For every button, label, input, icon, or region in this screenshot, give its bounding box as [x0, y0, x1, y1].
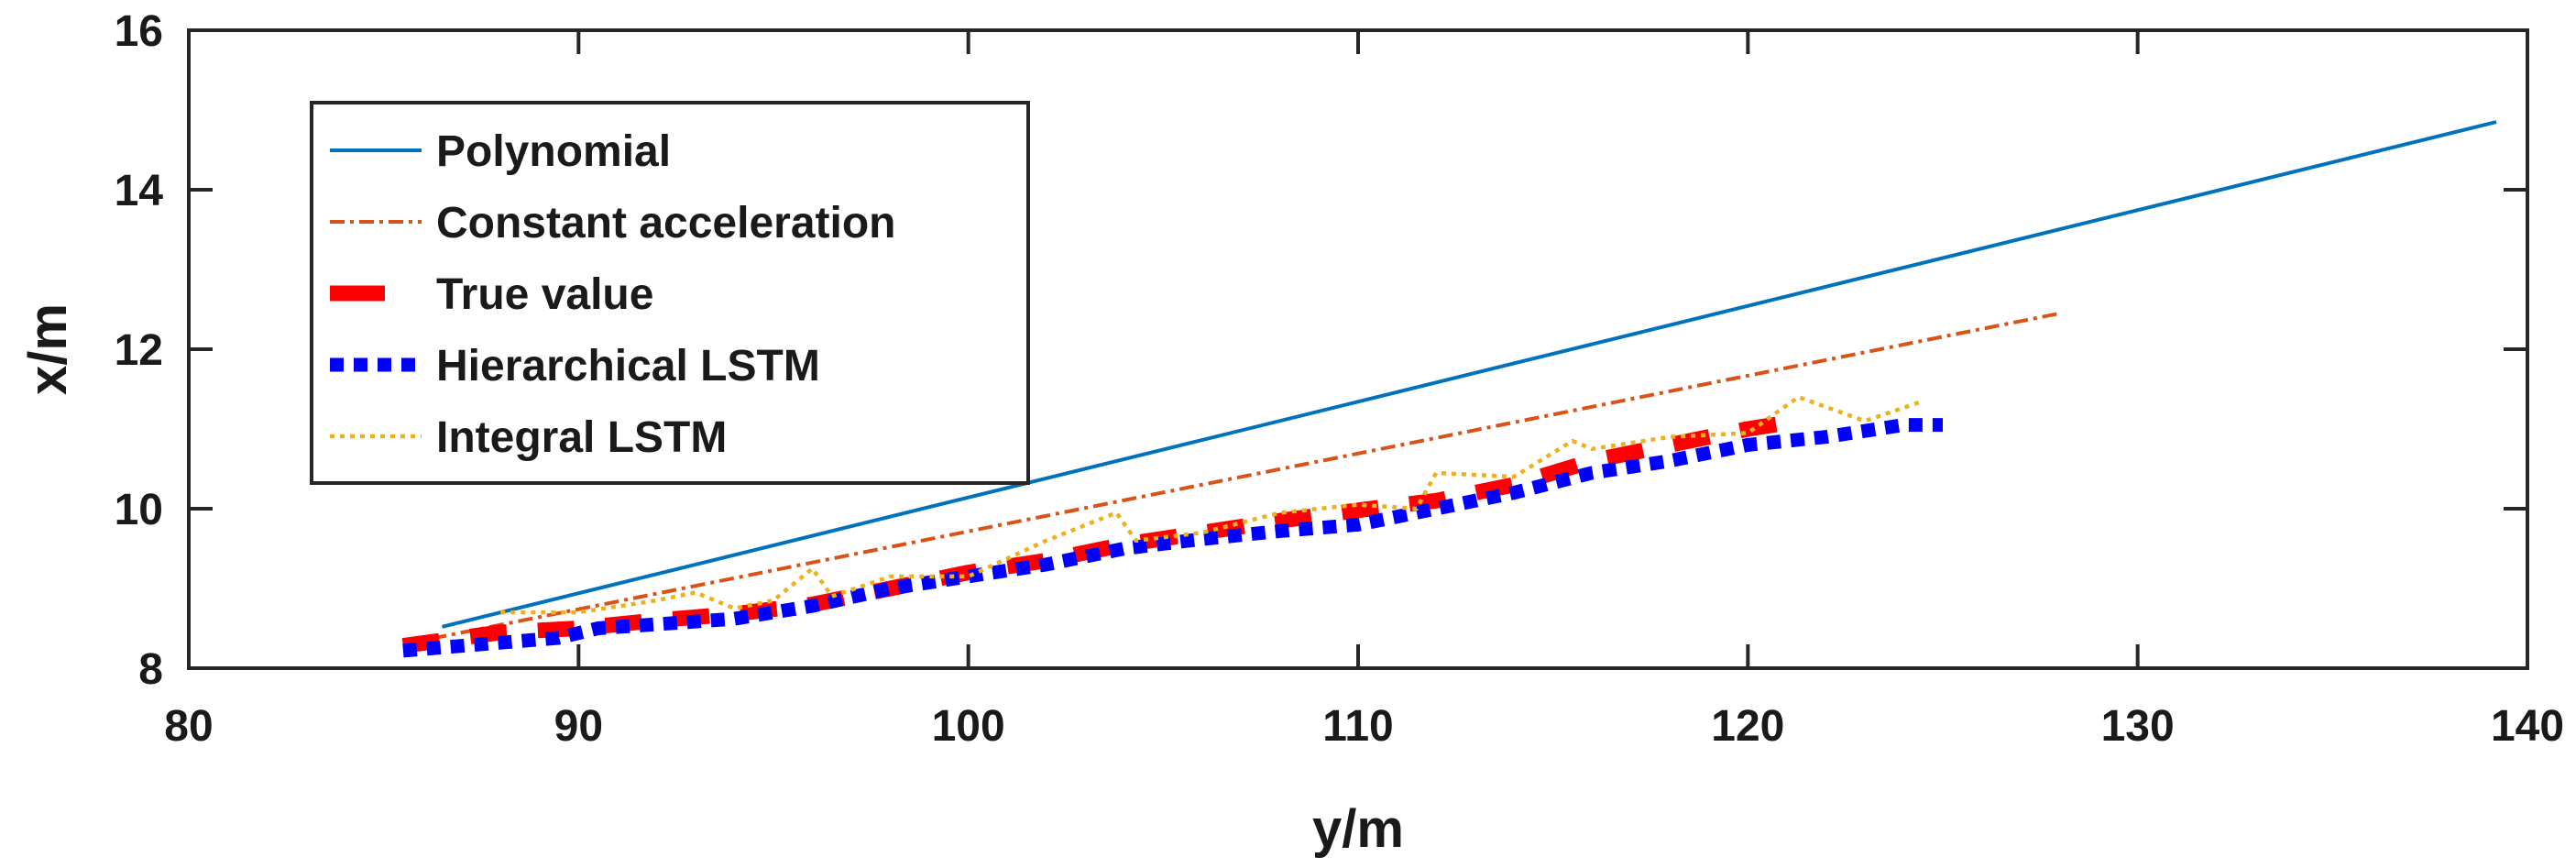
series-layer	[401, 120, 2497, 658]
y-tick-label: 16	[115, 7, 163, 56]
y-tick-label: 10	[115, 486, 163, 534]
y-axis-title: x/m	[18, 303, 78, 395]
legend-label-polynomial: Polynomial	[436, 127, 671, 176]
x-tick-label: 80	[164, 702, 213, 751]
series-line-integral-lstm	[500, 394, 1924, 615]
y-tick-label: 14	[115, 167, 164, 215]
series-line-hierarchical-lstm	[402, 418, 1943, 658]
legend: Polynomial Constant acceleration True valu…	[310, 101, 1030, 485]
legend-label-true-value: True value	[436, 270, 653, 319]
series-line-constant-acceleration	[402, 311, 2060, 646]
x-tick-label: 90	[554, 702, 603, 751]
x-axis-title: y/m	[1312, 799, 1404, 859]
x-tick-label: 130	[2101, 702, 2175, 751]
plot-frame	[187, 28, 2529, 670]
tick-layer: 80 90 100 110 120 130 140 8 10 12 14 16	[115, 7, 2564, 751]
x-tick-label: 120	[1711, 702, 1784, 751]
legend-items: Polynomial Constant acceleration True valu…	[330, 127, 895, 462]
legend-label-constant-acceleration: Constant acceleration	[436, 199, 895, 247]
legend-box	[310, 101, 1030, 485]
y-tick-label: 12	[115, 326, 163, 375]
legend-label-hierarchical-lstm: Hierarchical LSTM	[436, 342, 820, 390]
x-tick-label: 110	[1322, 702, 1393, 751]
legend-label-integral-lstm: Integral LSTM	[436, 413, 727, 462]
x-tick-label: 100	[932, 702, 1005, 751]
series-line-polynomial	[442, 120, 2497, 629]
y-tick-label: 8	[138, 645, 163, 694]
x-tick-label: 140	[2491, 702, 2564, 751]
